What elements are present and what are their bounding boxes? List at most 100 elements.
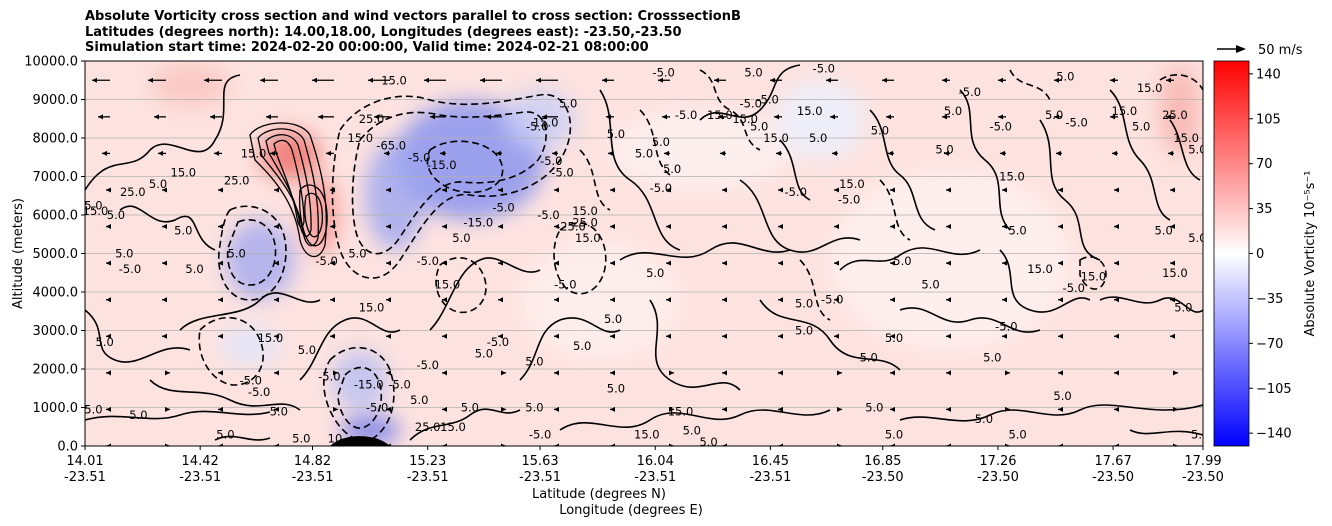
contour-label: -15.0 [79,204,109,218]
contour-label: 5.0 [865,401,883,415]
wind-vector-head [1002,224,1007,230]
contour-label: 5.0 [607,127,625,141]
contour-label: 5.0 [115,247,133,261]
wind-vector-head [946,443,951,446]
colorbar-tick-label: 35 [1256,202,1273,217]
contour-label: 10 [328,431,343,445]
contour-label: 5.0 [921,277,939,291]
wind-vector-head [774,114,779,120]
contour-solid [699,64,801,121]
x-tick-label-lat: 17.99 [1184,454,1221,469]
contour-label: -5.0 [366,401,388,415]
wind-vector-head [1002,333,1007,339]
wind-vector-head [722,443,727,446]
wind-vector-head [832,150,837,156]
contour-label: -5.0 [959,85,981,99]
wind-vector-head [552,150,557,156]
contour-label: 5.0 [174,223,192,237]
wind-vector-head [204,77,209,83]
contour-label: 5.0 [149,177,167,191]
wind-vector-head [274,443,279,446]
contour-label: 5.0 [1174,300,1192,314]
wind-vector-head [424,77,429,83]
wind-vector-head [944,150,949,156]
x-tick-label-lat: 16.04 [637,454,674,469]
contour-label: 5.0 [1155,223,1173,237]
wind-vector-head [162,224,167,230]
wind-vector-head [1114,406,1119,412]
wind-vector-head [606,114,611,120]
contour-label: 15.0 [797,104,823,118]
wind-vector-head [664,150,669,156]
wind-vector-head [501,443,506,446]
wind-vector-head [554,224,559,230]
wind-vector-head [218,297,223,303]
wind-vector-head [330,187,335,193]
wind-vector-head [946,187,951,193]
contour-dashed-line [426,140,504,194]
wind-vector-head [714,77,719,83]
contour-label: 15.0 [347,131,373,145]
contour-label: 5.0 [1188,231,1206,245]
wind-vector-head [1114,333,1119,339]
colorbar-tick-label: 70 [1256,157,1273,172]
wind-vector-head [946,224,951,230]
wind-vector-head [1112,150,1117,156]
wind-vector-head [554,297,559,303]
contour-label: -5.0 [1063,281,1085,295]
contour-solid [85,410,271,421]
contour-label: -5.0 [784,185,806,199]
title-line-1: Absolute Vorticity cross section and win… [85,9,741,24]
wind-vector-head [158,150,163,156]
wind-vector-head [1002,297,1007,303]
contour-dashed-line [435,256,487,314]
wind-vector-head [1002,187,1007,193]
wind-vector-head [554,406,559,412]
wind-vector-head [106,187,111,193]
contour-lines [85,64,1203,441]
wind-vector-head [888,150,893,156]
contour-label: -5.0 [416,358,438,372]
contour-solid [869,109,936,231]
wind-vector-head [610,406,615,412]
wind-vector-head [722,406,727,412]
contour-label: -5.0 [248,385,270,399]
wind-vector-head [333,370,338,376]
wind-vector-head [1114,260,1119,266]
y-tick-label: 9000.0 [33,93,79,108]
wind-vector-head [1166,114,1171,120]
wind-vector-head [330,333,335,339]
wind-vector-head [1110,77,1115,83]
contour-label: 15.0 [572,204,598,218]
contour-dashed-line [699,69,761,151]
contour-label: 5.0 [983,350,1001,364]
contour-label: 5.0 [292,431,310,445]
contour-label: 15.0 [707,108,733,122]
contour-label: 25.0 [120,185,146,199]
contour-label: -5.0 [487,335,509,349]
wind-vector-head [106,333,111,339]
contour-solid [899,404,1203,422]
wind-vector-head [946,406,951,412]
wind-vector-head [834,187,839,193]
wind-vector-head [386,260,391,266]
wind-vector-head [498,260,503,266]
wind-vector-head [536,77,541,83]
contour-label: -5.0 [388,377,410,391]
wind-vector-head [1114,370,1119,376]
contour-label: 5.0 [944,104,962,118]
contour-label: -15.0 [427,158,457,172]
contour-label: 5.0 [935,143,953,157]
wind-vector-head [260,77,265,83]
wind-vector-head [610,187,615,193]
x-tick-label-lon: -23.50 [862,470,904,485]
y-axis: 0.0 1000.0 2000.0 3000.0 4000.0 5000.0 6000.0 7… [24,55,85,455]
x-axis: 14.01-23.5114.42-23.5114.82-23.5115.23-2… [64,446,1224,485]
wind-vector-head [210,114,215,120]
wind-vector-head [834,260,839,266]
wind-vector-head [165,406,170,412]
wind-vector-head [778,224,783,230]
contour-solid [299,317,401,381]
contour-label: -5.0 [650,181,672,195]
wind-vector-head [442,224,447,230]
